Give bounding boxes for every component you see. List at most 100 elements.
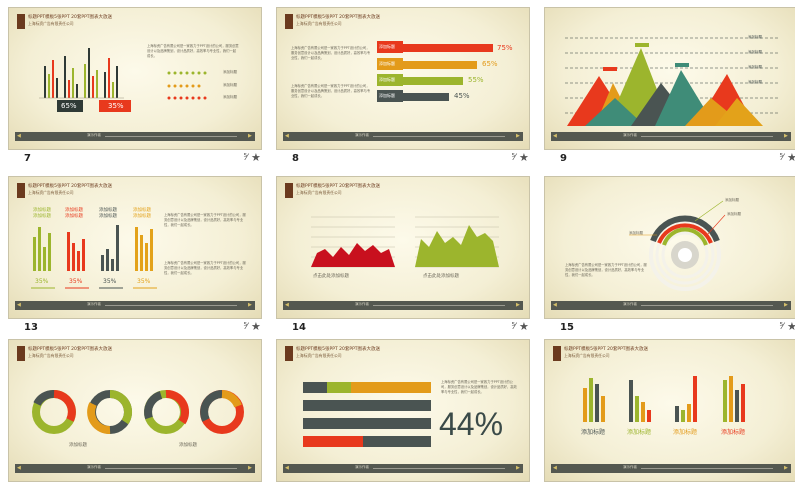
prev-icon[interactable]: ◀ xyxy=(17,302,21,308)
group-label-3: 添加标题 xyxy=(673,429,698,436)
slide-subtitle: 上海标资广告有限责任公司 xyxy=(296,190,342,195)
footer-bar: ◀ 演示作者 ▶ xyxy=(551,132,791,141)
footer-text: 演示作者 xyxy=(355,465,369,469)
footer-line xyxy=(373,136,505,137)
slide-subtitle: 上海标资广告有限责任公司 xyxy=(296,353,342,358)
slide-preview[interactable]: 标题PPT模板5张PPT 20套PPT图表大放送 上海标资广告有限责任公司 上海… xyxy=(276,7,530,150)
footer-line xyxy=(641,136,773,137)
prev-icon[interactable]: ◀ xyxy=(285,302,289,308)
footer-text: 演示作者 xyxy=(87,465,101,469)
footer-text: 演示作者 xyxy=(623,302,637,306)
next-icon[interactable]: ▶ xyxy=(516,465,520,471)
footer-bar: ◀ 演示作者 ▶ xyxy=(283,301,523,310)
prev-icon[interactable]: ◀ xyxy=(553,302,557,308)
next-icon[interactable]: ▶ xyxy=(248,302,252,308)
slide-title: 标题PPT模板5张PPT 20套PPT图表大放送 xyxy=(28,184,113,189)
footer-text: 演示作者 xyxy=(623,133,637,137)
footer-line xyxy=(105,305,237,306)
footer-line xyxy=(373,468,505,469)
header-square xyxy=(285,183,293,198)
slide-preview[interactable]: 标题PPT模板5张PPT 20套PPT图表大放送 上海标资广告有限责任公司 添加… xyxy=(8,339,262,482)
prev-icon[interactable]: ◀ xyxy=(553,465,557,471)
bar-value-1: 75% xyxy=(497,44,513,52)
footer-line xyxy=(105,468,237,469)
prev-icon[interactable]: ◀ xyxy=(285,465,289,471)
body-text-2: 上海标资广告有限公司是一家致力于PPT设计的公司，服务创意设计以及品牌策划，设计… xyxy=(164,261,246,275)
group-label-1: 添加标题 xyxy=(581,429,606,436)
bar-value-4: 45% xyxy=(454,92,470,100)
legend-2: 添加标题 xyxy=(223,83,237,87)
header-square xyxy=(17,183,25,198)
col-label-4b: 添加标题 xyxy=(133,214,151,219)
slide-preview[interactable]: 添加标题 添加标题 添加标题 上海标资广告有限公司是一家致力于PPT设计的公司，… xyxy=(544,176,795,319)
bar-value-3: 55% xyxy=(468,76,484,84)
prev-icon[interactable]: ◀ xyxy=(17,465,21,471)
star-icon[interactable]: ★ xyxy=(251,320,261,333)
footer-text: 演示作者 xyxy=(87,302,101,306)
next-icon[interactable]: ▶ xyxy=(784,133,788,139)
footer-bar: ◀ 演示作者 ▶ xyxy=(283,464,523,473)
star-icon[interactable]: ★ xyxy=(251,151,261,164)
col-label-3b: 添加标题 xyxy=(99,214,117,219)
bar-label-3: 添加标题 xyxy=(379,77,395,82)
slide-title: 标题PPT模板5张PPT 20套PPT图表大放送 xyxy=(296,15,381,20)
footer-bar: ◀ 演示作者 ▶ xyxy=(15,301,255,310)
footer-text: 演示作者 xyxy=(355,133,369,137)
star-icon[interactable]: ★ xyxy=(787,320,795,333)
body-text: 上海标资广告有限公司是一家致力于PPT设计的公司，服务创意设计以及品牌策划，设计… xyxy=(565,263,647,277)
slide-subtitle: 上海标资广告有限责任公司 xyxy=(564,353,610,358)
bar-chart-graphic xyxy=(39,48,207,112)
footer-bar: ◀ 演示作者 ▶ xyxy=(15,464,255,473)
body-text-2: 上海标资广告有限公司是一家致力于PPT设计的公司，服务创意设计以及品牌策划，设计… xyxy=(291,84,371,98)
col-percent-4: 35% xyxy=(137,278,151,285)
next-icon[interactable]: ▶ xyxy=(784,302,788,308)
radial-label-2: 添加标题 xyxy=(727,212,741,216)
header-square xyxy=(17,346,25,361)
radial-chart-graphic xyxy=(629,200,726,291)
slide-preview[interactable]: 标题PPT模板5张PPT 20套PPT图表大放送 上海标资广告有限责任公司 添加… xyxy=(544,339,795,482)
slide-title: 标题PPT模板5张PPT 20套PPT图表大放送 xyxy=(296,184,381,189)
line-label-4: 添加标题 xyxy=(748,80,762,84)
donut-caption-1: 添加标题 xyxy=(69,443,87,448)
body-text: 上海标资广告有限公司是一家致力于PPT设计的公司，服务创意设计以及品牌策划，设计… xyxy=(147,44,239,58)
footer-bar: ◀ 演示作者 ▶ xyxy=(551,301,791,310)
star-icon[interactable]: ★ xyxy=(519,320,529,333)
star-icon[interactable]: ★ xyxy=(787,151,795,164)
star-icon[interactable]: ★ xyxy=(519,151,529,164)
body-text: 上海标资广告有限公司是一家致力于PPT设计的公司，服务创意设计以及品牌策划，设计… xyxy=(164,213,246,227)
bar-label-4: 添加标题 xyxy=(379,93,395,98)
header-square xyxy=(285,14,293,29)
slide-preview[interactable]: 添加标题 添加标题 添加标题 添加标题 ◀ 演示作者 ▶ xyxy=(544,7,795,150)
bar-label-2: 添加标题 xyxy=(379,61,395,66)
next-icon[interactable]: ▶ xyxy=(516,133,520,139)
footer-text: 演示作者 xyxy=(623,465,637,469)
body-text: 上海标资广告有限公司是一家致力于PPT设计的公司，服务创意设计以及品牌策划，设计… xyxy=(441,380,517,394)
footer-line xyxy=(373,305,505,306)
next-icon[interactable]: ▶ xyxy=(248,133,252,139)
slide-number: 9 xyxy=(560,153,567,164)
prev-icon[interactable]: ◀ xyxy=(553,133,557,139)
slide-title: 标题PPT模板5张PPT 20套PPT图表大放送 xyxy=(28,347,113,352)
slide-preview[interactable]: 标题PPT模板5张PPT 20套PPT图表大放送 上海标资广告有限责任公司 添加… xyxy=(8,176,262,319)
slide-title: 标题PPT模板5张PPT 20套PPT图表大放送 xyxy=(296,347,381,352)
next-icon[interactable]: ▶ xyxy=(784,465,788,471)
header-square xyxy=(17,14,25,29)
mountain-chart-graphic xyxy=(565,37,779,126)
bar-label-1: 添加标题 xyxy=(379,44,395,49)
slide-title: 标题PPT模板5张PPT 20套PPT图表大放送 xyxy=(564,347,649,352)
col-percent-2: 35% xyxy=(69,278,83,285)
prev-icon[interactable]: ◀ xyxy=(17,133,21,139)
next-icon[interactable]: ▶ xyxy=(248,465,252,471)
footer-text: 演示作者 xyxy=(87,133,101,137)
donut-caption-2: 添加标题 xyxy=(179,443,197,448)
slide-preview[interactable]: 标题PPT模板5张PPT 20套PPT图表大放送 上海标资广告有限责任公司 44… xyxy=(276,339,530,482)
slide-preview[interactable]: 标题PPT模板5张PPT 20套PPT图表大放送 上海标资广告有限责任公司 点击… xyxy=(276,176,530,319)
slide-preview[interactable]: 标题PPT模板5张PPT 20套PPT图表大放送 上海标资广告有限责任公司 65… xyxy=(8,7,262,150)
col-label-1a: 添加标题 xyxy=(33,208,51,213)
footer-bar: ◀ 演示作者 ▶ xyxy=(551,464,791,473)
line-label-2: 添加标题 xyxy=(748,50,762,54)
animation-icon: ⁵⁄ xyxy=(779,322,783,332)
prev-icon[interactable]: ◀ xyxy=(285,133,289,139)
group-label-4: 添加标题 xyxy=(721,429,746,436)
next-icon[interactable]: ▶ xyxy=(516,302,520,308)
